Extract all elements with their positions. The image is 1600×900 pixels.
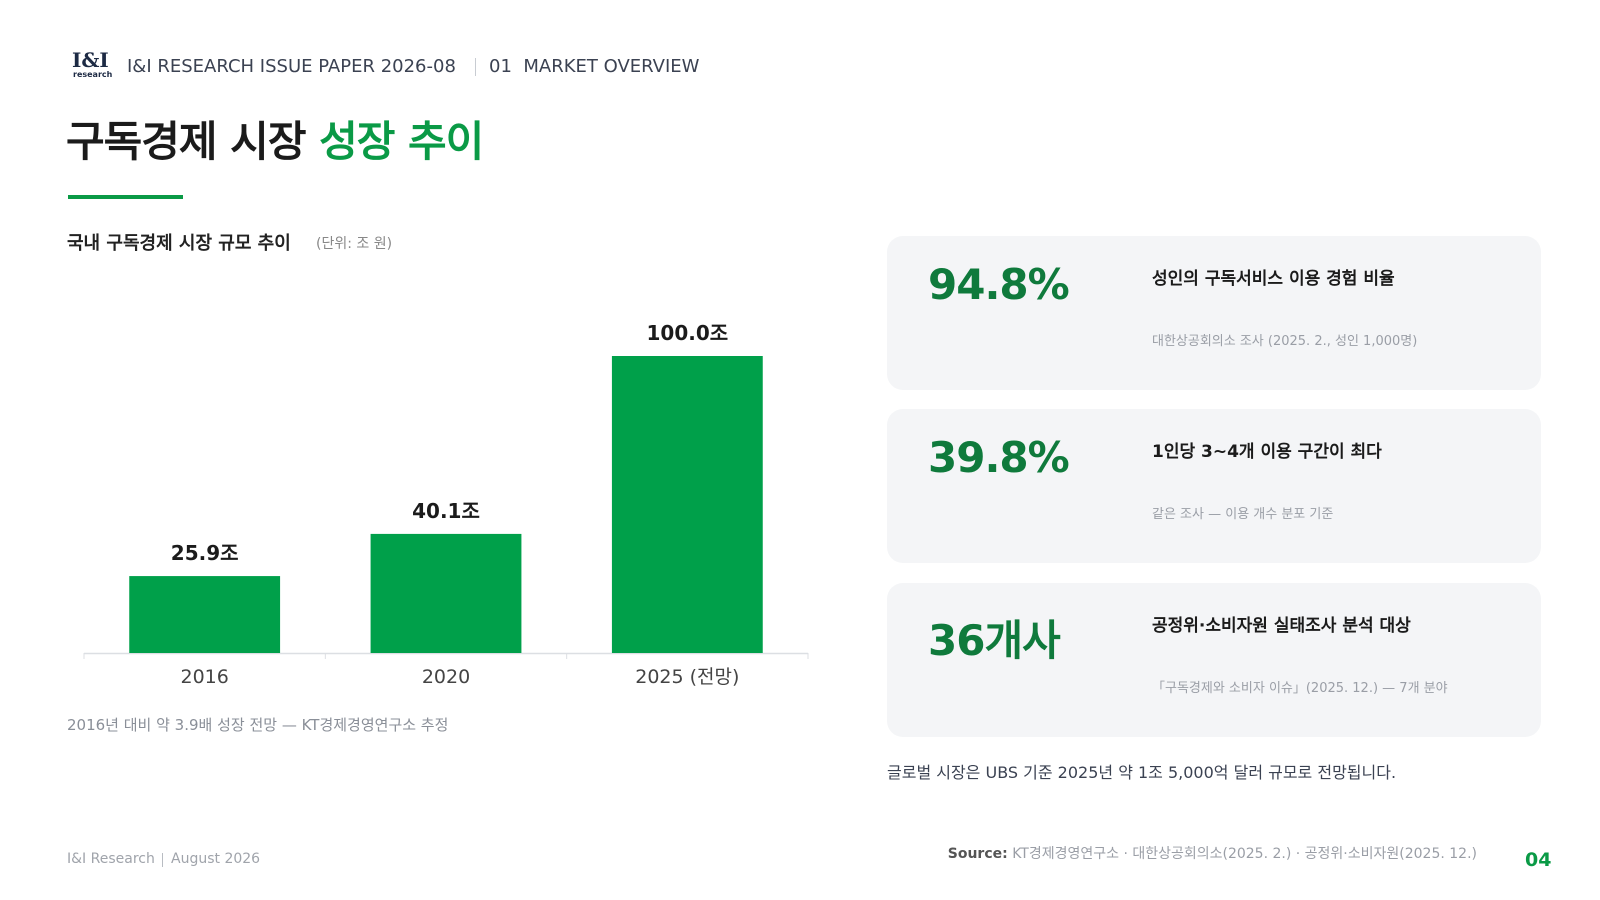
title-rule <box>68 195 183 199</box>
footer-separator <box>162 853 163 867</box>
stat-source: 같은 조사 — 이용 개수 분포 기준 <box>1152 507 1334 522</box>
value-label: 100.0조 <box>646 321 728 345</box>
stat-card: 39.8% 1인당 3~4개 이용 구간이 최다 같은 조사 — 이용 개수 분… <box>887 409 1541 563</box>
stat-value: 39.8% <box>928 433 1070 482</box>
stat-value: 36개사 <box>928 616 1061 665</box>
chart: 2016 25.9조 2020 40.1조 2025 (전망) 100.0조 <box>83 321 809 688</box>
stat-value: 94.8% <box>928 260 1070 309</box>
bar <box>611 356 763 653</box>
page-number: 04 <box>1525 849 1552 871</box>
source-label: Source: <box>947 846 1008 862</box>
stat-label: 공정위·소비자원 실태조사 분석 대상 <box>1152 616 1411 636</box>
chart-unit: (단위: 조 원) <box>316 236 393 252</box>
source-text: KT경제경영연구소 · 대한상공회의소(2025. 2.) · 공정위·소비자원… <box>1012 846 1477 862</box>
footer-date: August 2026 <box>171 851 261 867</box>
header-separator <box>475 58 476 76</box>
title-highlight: 성장 추이 <box>319 117 484 166</box>
section-label: 01 MARKET OVERVIEW <box>489 56 700 77</box>
x-tick-label: 2025 (전망) <box>635 666 739 688</box>
stat-label: 1인당 3~4개 이용 구간이 최다 <box>1152 442 1382 462</box>
stat-card: 36개사 공정위·소비자원 실태조사 분석 대상 「구독경제와 소비자 이슈」(… <box>887 583 1541 737</box>
paper-label: I&I RESEARCH ISSUE PAPER 2026-08 <box>127 56 456 77</box>
logo-sub: research <box>73 70 113 79</box>
x-tick-label: 2020 <box>422 666 470 688</box>
x-tick-label: 2016 <box>180 666 228 688</box>
bar <box>370 533 522 653</box>
footer-source: Source: KT경제경영연구소 · 대한상공회의소(2025. 2.) · … <box>948 843 1477 863</box>
stat-source: 대한상공회의소 조사 (2025. 2., 성인 1,000명) <box>1152 334 1418 349</box>
stat-card: 94.8% 성인의 구독서비스 이용 경험 비율 대한상공회의소 조사 (202… <box>887 236 1541 390</box>
title-main: 구독경제 시장 <box>66 117 306 166</box>
bar <box>129 576 281 653</box>
page-title: 구독경제 시장 성장 추이 <box>66 108 484 169</box>
value-label: 25.9조 <box>171 541 239 565</box>
global-note: 글로벌 시장은 UBS 기준 2025년 약 1조 5,000억 달러 규모로 … <box>887 763 1397 782</box>
footer-org: I&I Research <box>67 851 155 867</box>
logo: I&I <box>72 48 109 72</box>
stat-source: 「구독경제와 소비자 이슈」(2025. 12.) — 7개 분야 <box>1152 681 1448 696</box>
value-label: 40.1조 <box>412 499 480 523</box>
chart-title: 국내 구독경제 시장 규모 추이 <box>67 233 291 254</box>
chart-note: 2016년 대비 약 3.9배 성장 전망 — KT경제경영연구소 추정 <box>67 716 449 734</box>
stat-label: 성인의 구독서비스 이용 경험 비율 <box>1152 269 1395 289</box>
